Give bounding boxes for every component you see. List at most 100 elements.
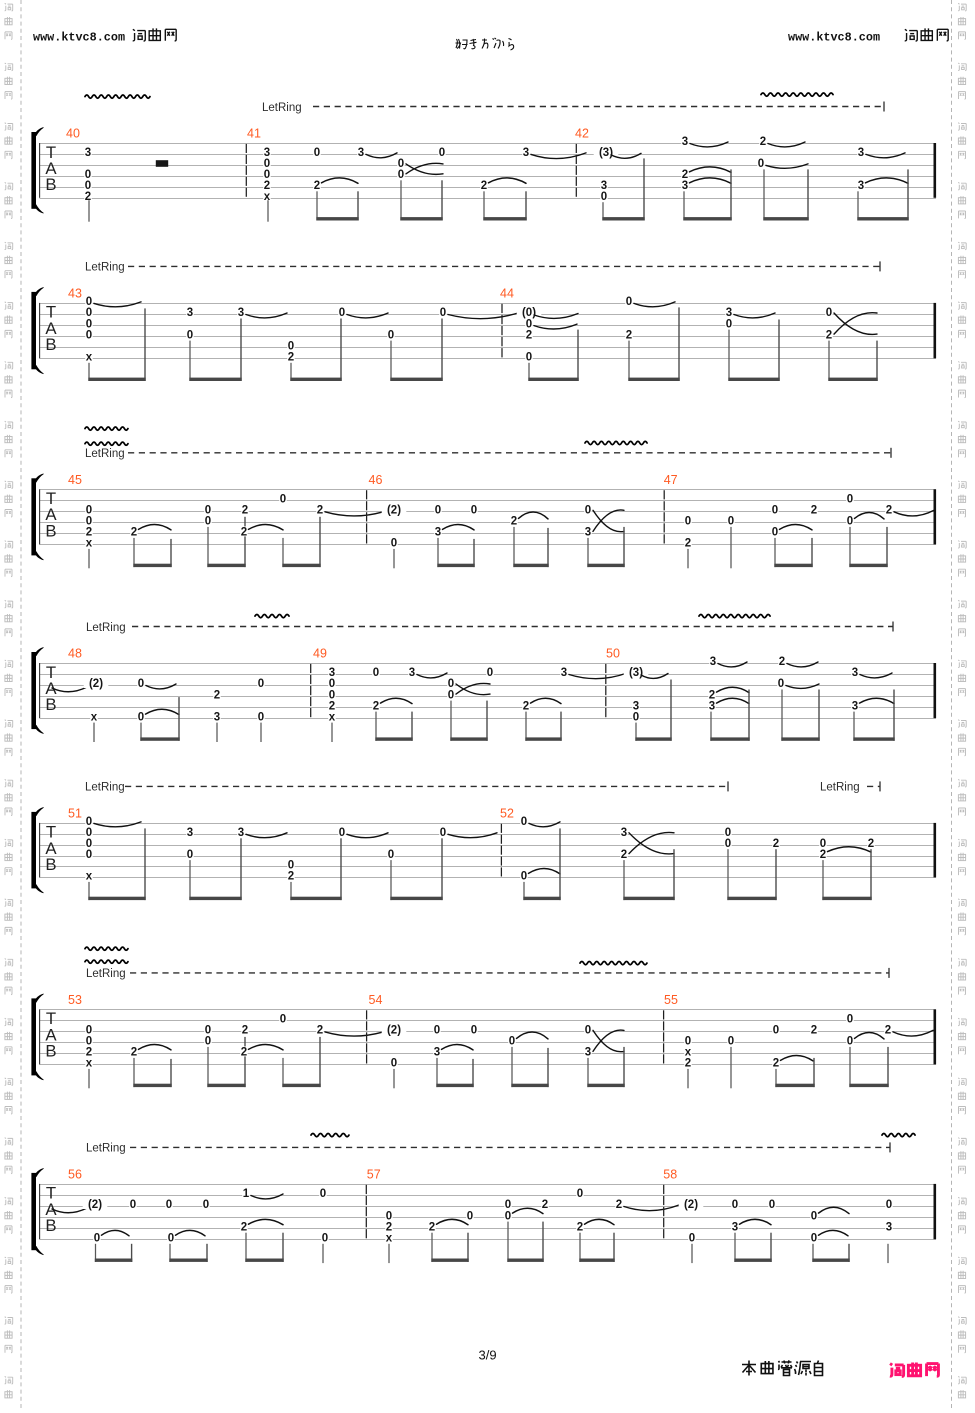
svg-text:2: 2 <box>317 1025 323 1037</box>
svg-text:2: 2 <box>131 527 137 539</box>
svg-text:3: 3 <box>585 1047 591 1059</box>
svg-text:(2): (2) <box>387 1025 401 1037</box>
svg-text:3: 3 <box>561 667 567 679</box>
svg-text:T: T <box>46 1184 56 1203</box>
svg-text:2: 2 <box>542 1199 548 1211</box>
svg-text:2: 2 <box>241 527 247 539</box>
svg-text:2: 2 <box>241 1047 247 1059</box>
svg-text:0: 0 <box>509 1036 515 1048</box>
svg-text:2: 2 <box>317 505 323 517</box>
svg-text:2: 2 <box>868 838 874 850</box>
svg-text:0: 0 <box>439 147 445 159</box>
svg-text:0: 0 <box>138 711 144 723</box>
svg-text:0: 0 <box>726 318 732 330</box>
svg-text:48: 48 <box>68 647 82 661</box>
svg-text:55: 55 <box>664 993 678 1007</box>
svg-text:0: 0 <box>86 307 92 319</box>
svg-text:2: 2 <box>886 505 892 517</box>
svg-text:0: 0 <box>86 505 92 517</box>
svg-text:0: 0 <box>86 827 92 839</box>
svg-text:0: 0 <box>440 307 446 319</box>
svg-text:x: x <box>91 711 98 723</box>
svg-text:53: 53 <box>68 993 82 1007</box>
svg-text:0: 0 <box>391 538 397 550</box>
svg-text:LetRing: LetRing <box>86 968 126 980</box>
svg-text:2: 2 <box>526 329 532 341</box>
svg-text:T: T <box>46 823 56 842</box>
svg-text:2: 2 <box>779 656 785 668</box>
svg-text:T: T <box>46 489 56 508</box>
svg-text:0: 0 <box>820 838 826 850</box>
svg-text:2: 2 <box>386 1221 392 1233</box>
svg-text:3: 3 <box>886 1221 892 1233</box>
svg-text:www.ktvc8.com: www.ktvc8.com <box>788 31 880 45</box>
svg-text:0: 0 <box>86 516 92 528</box>
svg-text:0: 0 <box>487 667 493 679</box>
svg-text:0: 0 <box>732 1199 738 1211</box>
svg-text:x: x <box>386 1233 393 1245</box>
svg-text:0: 0 <box>847 516 853 528</box>
svg-text:T: T <box>46 1009 56 1028</box>
svg-text:0: 0 <box>526 318 532 330</box>
svg-text:0: 0 <box>526 352 532 364</box>
svg-text:x: x <box>86 871 93 883</box>
svg-text:0: 0 <box>440 827 446 839</box>
svg-text:2: 2 <box>214 689 220 701</box>
svg-text:3: 3 <box>726 307 732 319</box>
svg-text:3: 3 <box>621 827 627 839</box>
svg-text:2: 2 <box>242 505 248 517</box>
svg-text:3: 3 <box>852 667 858 679</box>
svg-text:T: T <box>46 303 56 322</box>
svg-text:A: A <box>45 679 57 698</box>
svg-text:0: 0 <box>85 180 91 192</box>
svg-text:0: 0 <box>314 147 320 159</box>
svg-text:56: 56 <box>68 1167 82 1181</box>
svg-text:2: 2 <box>523 700 529 712</box>
svg-text:0: 0 <box>521 871 527 883</box>
svg-text:3: 3 <box>732 1221 738 1233</box>
svg-text:2: 2 <box>685 538 691 550</box>
svg-text:0: 0 <box>85 169 91 181</box>
svg-text:1: 1 <box>243 1188 250 1200</box>
svg-text:3: 3 <box>523 147 529 159</box>
svg-text:0: 0 <box>203 1199 209 1211</box>
svg-text:2: 2 <box>811 1025 817 1037</box>
svg-text:0: 0 <box>633 711 639 723</box>
svg-text:54: 54 <box>369 993 383 1007</box>
svg-text:0: 0 <box>86 296 92 308</box>
svg-text:0: 0 <box>264 158 270 170</box>
svg-text:0: 0 <box>329 678 335 690</box>
svg-text:B: B <box>45 521 56 540</box>
svg-text:2: 2 <box>242 1025 248 1037</box>
svg-text:57: 57 <box>367 1167 381 1181</box>
svg-text:2: 2 <box>885 1025 891 1037</box>
svg-text:www.ktvc8.com: www.ktvc8.com <box>33 31 125 45</box>
svg-text:3: 3 <box>435 527 441 539</box>
svg-text:3/9: 3/9 <box>479 1348 497 1363</box>
svg-text:2: 2 <box>511 516 517 528</box>
svg-text:3: 3 <box>710 656 716 668</box>
svg-text:T: T <box>46 663 56 682</box>
svg-text:3: 3 <box>585 527 591 539</box>
svg-text:0: 0 <box>448 678 454 690</box>
svg-text:LetRing: LetRing <box>820 782 860 794</box>
svg-text:2: 2 <box>616 1199 622 1211</box>
svg-text:0: 0 <box>505 1210 511 1222</box>
svg-text:x: x <box>86 352 93 364</box>
svg-text:LetRing: LetRing <box>86 622 126 634</box>
svg-text:2: 2 <box>760 136 766 148</box>
svg-text:0: 0 <box>769 1199 775 1211</box>
svg-text:43: 43 <box>68 286 82 300</box>
svg-text:3: 3 <box>329 667 335 679</box>
svg-text:0: 0 <box>398 158 404 170</box>
svg-text:A: A <box>45 839 57 858</box>
svg-text:A: A <box>45 505 57 524</box>
svg-text:0: 0 <box>86 1036 92 1048</box>
svg-text:0: 0 <box>339 307 345 319</box>
svg-text:LetRing: LetRing <box>85 448 125 460</box>
svg-text:3: 3 <box>358 147 364 159</box>
svg-text:3: 3 <box>434 1047 440 1059</box>
svg-text:2: 2 <box>773 838 779 850</box>
svg-text:0: 0 <box>847 1036 853 1048</box>
svg-text:A: A <box>45 319 57 338</box>
